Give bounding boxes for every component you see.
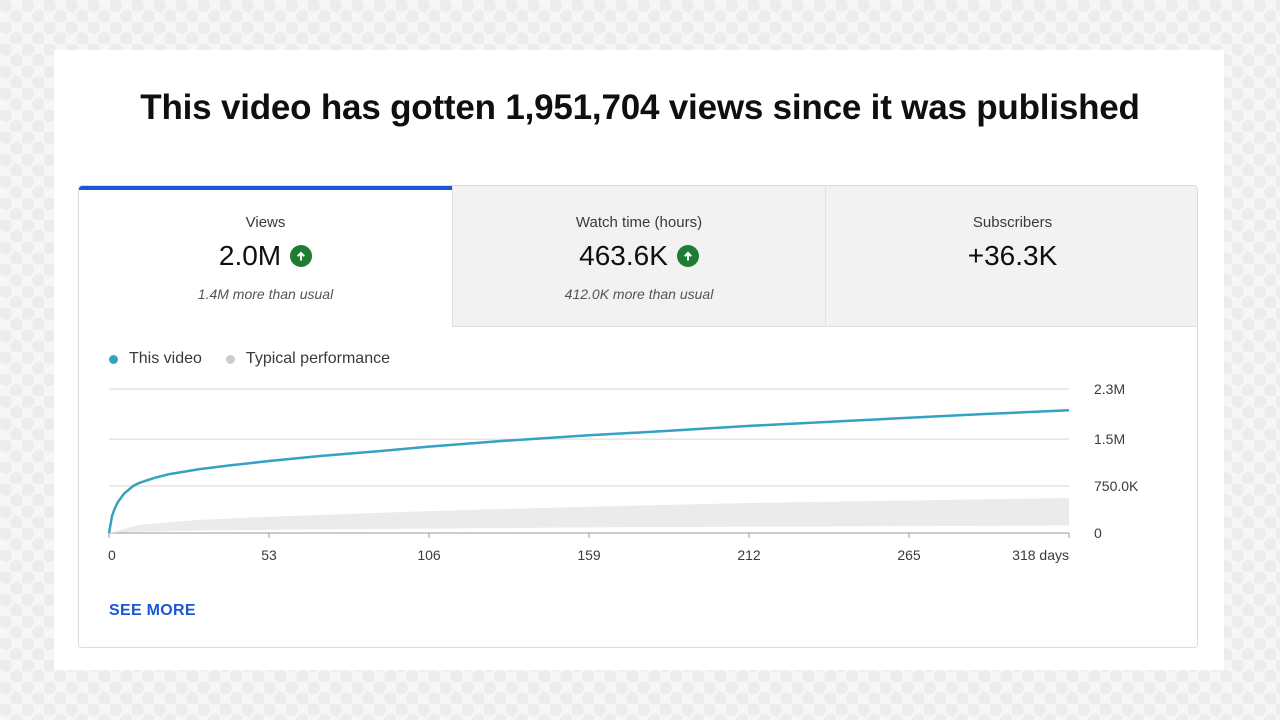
arrow-up-icon xyxy=(676,245,699,267)
selected-tab-indicator xyxy=(79,186,452,190)
tab-value-row: +36.3K xyxy=(826,240,1197,272)
tab-comparison: 412.0K more than usual xyxy=(564,286,714,302)
this-video-line xyxy=(107,409,1070,534)
tab-comparison: 1.4M more than usual xyxy=(197,286,334,302)
legend-dot xyxy=(109,354,118,364)
tab-views[interactable]: Views 2.0M 1.4M more than usual xyxy=(79,186,452,327)
x-tick-label: 159 xyxy=(577,547,601,563)
x-tick-label: 53 xyxy=(261,547,277,563)
y-tick-label: 750.0K xyxy=(1094,478,1139,494)
legend-item-typical: Typical performance xyxy=(225,350,390,368)
analytics-card: Views 2.0M 1.4M more than usual Watch ti… xyxy=(78,185,1198,648)
x-tick-label: 265 xyxy=(897,547,921,563)
chart-legend: This video Typical performance xyxy=(109,350,414,368)
legend-dot xyxy=(225,354,235,364)
page-title: This video has gotten 1,951,704 views si… xyxy=(140,88,1140,127)
see-more-link[interactable]: SEE MORE xyxy=(109,602,196,619)
tab-value-row: 463.6K xyxy=(453,240,825,272)
x-tick-label: 318 days xyxy=(1012,547,1069,563)
legend-label: Typical performance xyxy=(245,350,390,367)
x-tick-label: 106 xyxy=(417,547,441,563)
y-tick-label: 1.5M xyxy=(1094,431,1125,447)
tab-value: 463.6K xyxy=(579,240,668,271)
legend-item-this-video: This video xyxy=(109,350,202,368)
tab-watch-time[interactable]: Watch time (hours) 463.6K 412.0K more th… xyxy=(452,186,825,327)
y-tick-label: 0 xyxy=(1094,525,1102,541)
x-tick-label: 212 xyxy=(737,547,761,563)
views-chart: 0 750.0K 1.5M 2.3M 0 53 106 159 212 265 318 days xyxy=(107,381,1139,563)
x-tick-label: 0 xyxy=(108,547,116,563)
legend-label: This video xyxy=(129,350,202,367)
tab-value: 2.0M xyxy=(218,240,282,271)
typical-performance-band xyxy=(109,497,1069,533)
tab-subscribers[interactable]: Subscribers +36.3K xyxy=(825,186,1197,327)
y-tick-label: 2.3M xyxy=(1094,381,1125,397)
tab-value-row: 2.0M xyxy=(79,240,452,272)
tab-label: Watch time (hours) xyxy=(575,214,703,231)
tab-label: Views xyxy=(245,214,286,231)
tab-value: +36.3K xyxy=(967,240,1058,271)
tab-label: Subscribers xyxy=(972,214,1053,231)
arrow-up-icon xyxy=(290,245,313,267)
metric-tabs: Views 2.0M 1.4M more than usual Watch ti… xyxy=(79,186,1197,327)
